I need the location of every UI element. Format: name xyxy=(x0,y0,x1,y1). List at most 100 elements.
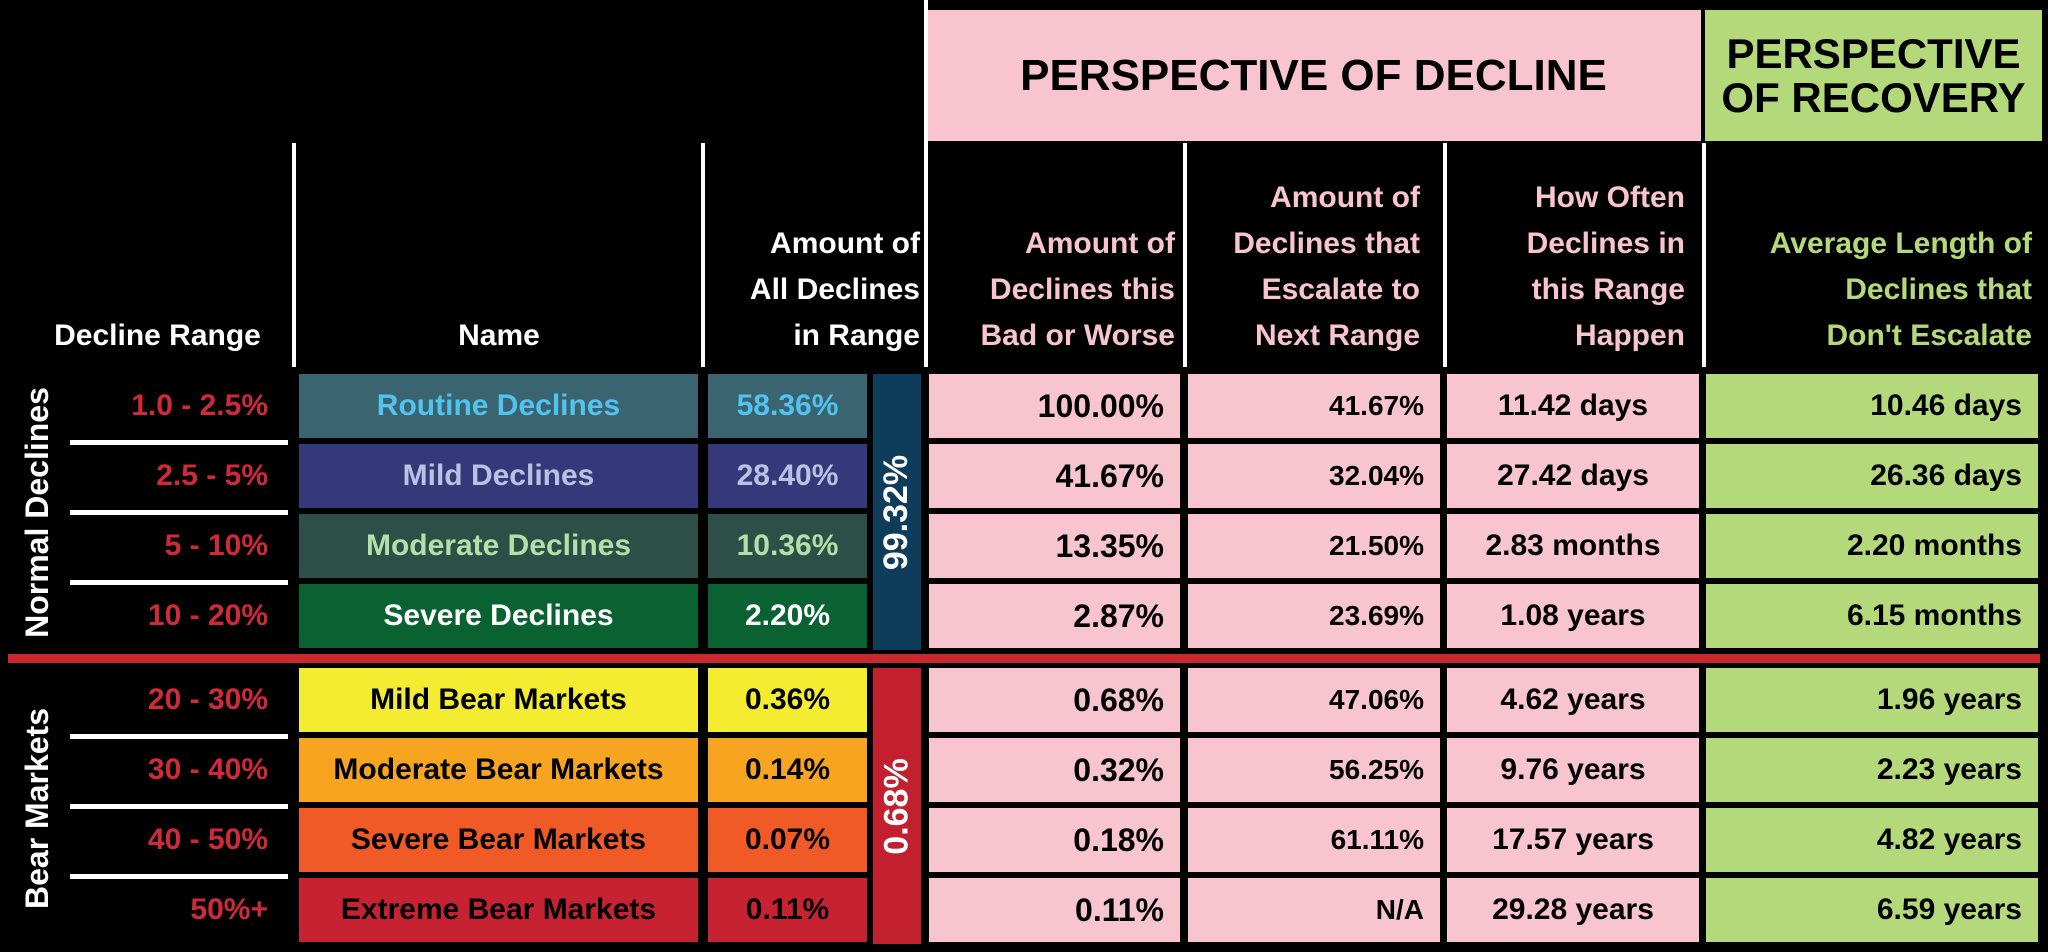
cell-amount: 58.36% xyxy=(708,374,867,438)
cell-how-often-value: 29.28 years xyxy=(1492,893,1654,926)
cell-amount: 0.36% xyxy=(708,668,867,732)
cell-how-often: 4.62 years xyxy=(1447,668,1699,732)
cell-how-often-value: 9.76 years xyxy=(1500,753,1646,786)
cell-range: 30 - 40% xyxy=(66,738,284,802)
cell-escalate: 32.04% xyxy=(1188,444,1440,508)
cell-escalate: 41.67% xyxy=(1188,374,1440,438)
cell-amount-value: 0.36% xyxy=(744,683,831,716)
cell-amount: 0.14% xyxy=(708,738,867,802)
cell-bad-or-worse: 100.00% xyxy=(929,374,1180,438)
header-divider-4 xyxy=(1183,143,1187,367)
cell-range-value: 5 - 10% xyxy=(164,529,268,562)
cell-bad-or-worse: 0.32% xyxy=(929,738,1180,802)
cell-escalate: 56.25% xyxy=(1188,738,1440,802)
cell-name: Routine Declines xyxy=(299,374,698,438)
cell-how-often: 1.08 years xyxy=(1447,584,1699,648)
cell-name-value: Routine Declines xyxy=(376,389,621,422)
cell-bad-or-worse-value: 0.32% xyxy=(1073,751,1164,788)
perspective-of-recovery-line1: PERSPECTIVE xyxy=(1726,29,2021,77)
cell-range: 40 - 50% xyxy=(66,808,284,872)
header-divider-5 xyxy=(1443,143,1447,367)
cell-escalate-value: 32.04% xyxy=(1329,460,1424,491)
group-separator xyxy=(8,654,2040,663)
cell-amount: 0.07% xyxy=(708,808,867,872)
cell-how-often-value: 4.62 years xyxy=(1500,683,1646,716)
cell-how-often: 9.76 years xyxy=(1447,738,1699,802)
cell-escalate-value: 47.06% xyxy=(1329,684,1424,715)
cell-bad-or-worse-value: 0.68% xyxy=(1073,681,1164,718)
cell-how-often: 29.28 years xyxy=(1447,878,1699,942)
range-underline xyxy=(70,510,288,515)
header-divider-2 xyxy=(701,143,705,367)
cell-name-value: Severe Bear Markets xyxy=(350,823,647,856)
cell-avg-length: 6.59 years xyxy=(1706,878,2038,942)
cell-range: 1.0 - 2.5% xyxy=(66,374,284,438)
range-underline xyxy=(70,580,288,585)
cell-name-value: Moderate Declines xyxy=(365,529,632,562)
cell-bad-or-worse-value: 2.87% xyxy=(1073,597,1164,634)
cell-range-value: 1.0 - 2.5% xyxy=(131,389,268,422)
cell-how-often: 11.42 days xyxy=(1447,374,1699,438)
cell-avg-length-value: 26.36 days xyxy=(1870,459,2022,492)
group-label-normal-declines: Normal Declines xyxy=(18,386,55,638)
cell-range: 50%+ xyxy=(66,878,284,942)
cell-escalate-value: 23.69% xyxy=(1329,600,1424,631)
cell-amount: 10.36% xyxy=(708,514,867,578)
cell-bad-or-worse: 2.87% xyxy=(929,584,1180,648)
cell-how-often: 27.42 days xyxy=(1447,444,1699,508)
cell-escalate: N/A xyxy=(1188,878,1440,942)
cell-avg-length-value: 6.15 months xyxy=(1846,599,2022,632)
range-underline xyxy=(70,874,288,879)
cell-amount: 0.11% xyxy=(708,878,867,942)
cell-escalate: 23.69% xyxy=(1188,584,1440,648)
cell-amount-value: 58.36% xyxy=(736,389,839,422)
cell-escalate: 21.50% xyxy=(1188,514,1440,578)
cell-range-value: 40 - 50% xyxy=(147,823,268,856)
cell-bad-or-worse: 0.11% xyxy=(929,878,1180,942)
cell-bad-or-worse: 41.67% xyxy=(929,444,1180,508)
cell-avg-length: 6.15 months xyxy=(1706,584,2038,648)
cell-range-value: 10 - 20% xyxy=(147,599,268,632)
col-header-name: Name xyxy=(458,319,540,352)
group-total-normal-declines: 99.32% xyxy=(873,374,921,650)
cell-avg-length: 4.82 years xyxy=(1706,808,2038,872)
cell-how-often-value: 1.08 years xyxy=(1500,599,1646,632)
cell-range: 20 - 30% xyxy=(66,668,284,732)
col-header-how-often: How Often Declines in this Range Happen xyxy=(1526,181,1685,352)
cell-amount-value: 0.11% xyxy=(745,893,830,926)
cell-escalate: 47.06% xyxy=(1188,668,1440,732)
cell-bad-or-worse-value: 13.35% xyxy=(1055,527,1164,564)
cell-avg-length-value: 1.96 years xyxy=(1876,683,2022,716)
cell-range-value: 2.5 - 5% xyxy=(156,459,268,492)
cell-name-value: Moderate Bear Markets xyxy=(333,753,664,786)
cell-how-often-value: 27.42 days xyxy=(1497,459,1649,492)
cell-avg-length: 2.23 years xyxy=(1706,738,2038,802)
cell-name: Moderate Bear Markets xyxy=(299,738,698,802)
cell-avg-length-value: 10.46 days xyxy=(1870,389,2022,422)
cell-amount-value: 2.20% xyxy=(744,599,831,632)
cell-range-value: 30 - 40% xyxy=(147,753,268,786)
cell-name-value: Mild Declines xyxy=(402,459,595,492)
cell-avg-length: 10.46 days xyxy=(1706,374,2038,438)
cell-bad-or-worse: 0.18% xyxy=(929,808,1180,872)
cell-how-often-value: 17.57 years xyxy=(1492,823,1654,856)
perspective-of-decline-label: PERSPECTIVE OF DECLINE xyxy=(1020,50,1607,100)
cell-range: 10 - 20% xyxy=(66,584,284,648)
cell-amount: 2.20% xyxy=(708,584,867,648)
cell-range-value: 20 - 30% xyxy=(147,683,268,716)
cell-bad-or-worse: 0.68% xyxy=(929,668,1180,732)
perspective-of-decline-header: PERSPECTIVE OF DECLINE xyxy=(926,10,1701,141)
cell-bad-or-worse-value: 41.67% xyxy=(1055,457,1164,494)
cell-amount-value: 10.36% xyxy=(736,529,839,562)
cell-how-often: 2.83 months xyxy=(1447,514,1699,578)
cell-name: Moderate Declines xyxy=(299,514,698,578)
cell-bad-or-worse-value: 0.11% xyxy=(1075,891,1164,928)
cell-avg-length: 26.36 days xyxy=(1706,444,2038,508)
header-divider-6 xyxy=(1702,143,1706,367)
range-underline xyxy=(70,804,288,809)
col-header-amount-all: Amount of All Declines in Range xyxy=(749,227,920,352)
cell-name: Mild Declines xyxy=(299,444,698,508)
cell-name: Severe Bear Markets xyxy=(299,808,698,872)
cell-escalate-value: 21.50% xyxy=(1329,530,1424,561)
col-header-avg-length: Average Length of Declines that Don't Es… xyxy=(1769,227,2032,352)
